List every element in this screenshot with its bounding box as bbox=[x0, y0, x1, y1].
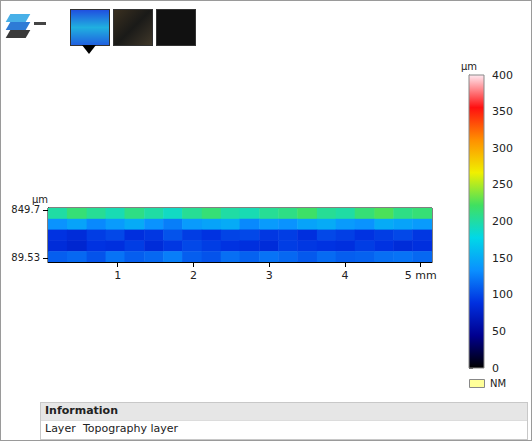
svg-text:2: 2 bbox=[190, 269, 197, 282]
svg-text:250: 250 bbox=[492, 178, 513, 191]
svg-text:350: 350 bbox=[492, 105, 513, 118]
svg-text:3: 3 bbox=[266, 269, 273, 282]
svg-text:150: 150 bbox=[492, 252, 513, 265]
svg-text:300: 300 bbox=[492, 142, 513, 155]
svg-text:100: 100 bbox=[492, 288, 513, 301]
svg-text:50: 50 bbox=[492, 325, 506, 338]
svg-text:µm: µm bbox=[32, 194, 48, 205]
svg-text:400: 400 bbox=[492, 69, 513, 82]
svg-text:1: 1 bbox=[114, 269, 121, 282]
svg-text:89.53: 89.53 bbox=[11, 252, 40, 263]
svg-text:200: 200 bbox=[492, 215, 513, 228]
html-text:Information: Information bbox=[45, 404, 118, 417]
svg-text:4: 4 bbox=[341, 269, 348, 282]
svg-text:0: 0 bbox=[492, 362, 499, 375]
svg-text:849.7: 849.7 bbox=[11, 204, 40, 215]
svg-text:µm: µm bbox=[461, 61, 477, 72]
svg-text:5 mm: 5 mm bbox=[405, 269, 437, 282]
html-text:Topography layer: Topography layer bbox=[83, 422, 179, 435]
html-text:Layer: Layer bbox=[45, 422, 76, 435]
svg-text:NM: NM bbox=[490, 378, 506, 389]
